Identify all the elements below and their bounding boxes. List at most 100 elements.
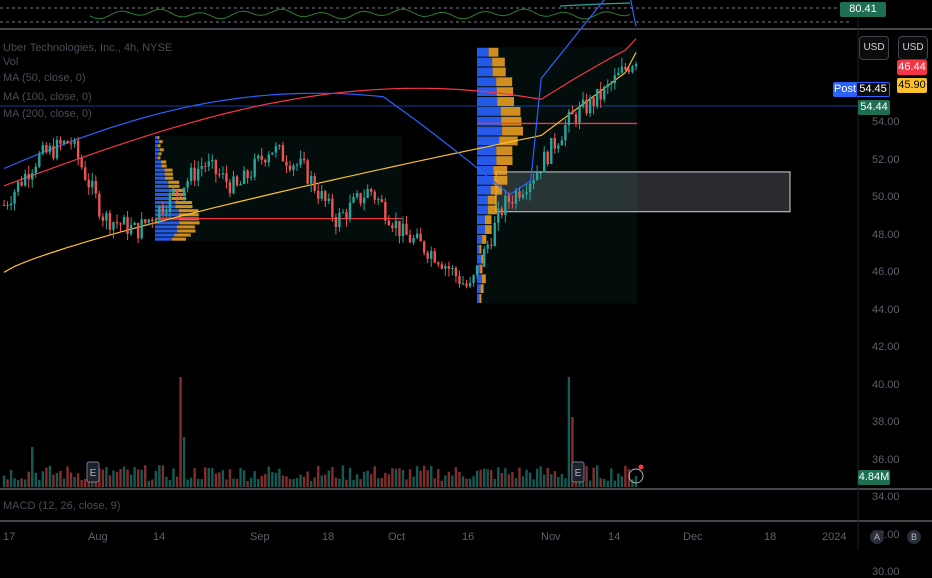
volume-bar [13,478,16,487]
candle-body [76,140,80,159]
volume-bar [73,477,76,487]
volume-bar [631,479,634,487]
volume-bar [620,476,624,487]
log-scale-button[interactable]: B [907,530,921,544]
volume-bar [76,473,80,487]
candle-body [232,176,235,194]
candle-body [246,170,249,179]
candle-body [468,282,472,287]
volume-profile-bar [155,221,180,225]
candle-body [599,89,602,100]
candle-body [327,198,331,201]
volume-profile-bar [480,264,483,274]
auto-scale-button[interactable]: A [870,530,884,544]
candle-body [80,158,83,168]
x-tick-label: 14 [608,531,621,543]
volume-profile-bar [492,67,506,77]
volume-bar [119,468,122,487]
candle-body [168,193,172,212]
x-tick-label: 17 [3,531,16,543]
volume-bar [592,467,595,487]
volume-bar [112,470,115,487]
candle-body [94,180,97,194]
volume-profile-bar [502,126,523,136]
volume-profile-bar [164,172,173,176]
y-tick-label: 50.00 [872,191,900,203]
volume-bar [115,471,119,487]
candle-body [631,66,634,73]
volume-bar [553,471,556,487]
candle-body [200,166,203,169]
candle-body [507,195,511,203]
volume-profile-bar [155,172,165,176]
candle-body [299,158,302,165]
volume-profile-bar [174,233,191,237]
volume-bar [9,470,13,487]
volume-profile-bar [487,195,497,205]
candle-body [225,173,228,183]
candle-body [144,219,147,223]
volume-bar [6,479,9,487]
candle-body [634,63,638,67]
volume-bar [500,472,504,487]
volume-profile-bar [496,87,514,97]
volume-bar [613,480,617,487]
volume-profile-bar [155,225,177,229]
volume-profile-bar [481,254,485,264]
vol-legend: Vol [3,56,19,68]
currency-button-left[interactable]: USD [859,36,889,60]
volume-bar [218,472,221,487]
volume-bar [359,479,362,487]
candle-body [352,196,355,203]
candle-body [115,222,119,224]
volume-profile-bar [493,166,508,175]
volume-profile-bar [164,176,174,180]
candle-body [430,251,433,259]
volume-bar [366,470,369,487]
volume-bar [532,479,535,487]
volume-profile-bar [155,156,158,160]
volume-bar [59,470,62,487]
rsi-line-high [559,2,631,7]
ma50-legend: MA (50, close, 0) [3,72,86,84]
volume-profile-bar [161,160,167,164]
volume-bar [52,474,55,487]
candle-body [454,268,458,277]
volume-bar [239,467,242,487]
candle-body [55,139,59,159]
currency-button-right[interactable]: USD [898,36,928,60]
volume-bar [302,476,306,487]
volume-bar [557,476,560,487]
candle-body [235,176,239,186]
volume-bar [387,474,391,487]
volume-bar [525,469,528,487]
volume-profile-bar [155,168,165,172]
volume-bar [260,476,263,487]
volume-bar [355,474,359,487]
candle-body [391,225,394,229]
volume-profile-bar [158,152,162,156]
volume-bar [461,476,465,487]
candle-body [398,220,401,237]
volume-bar [401,469,405,487]
last-price-label: 54.44 [858,100,890,115]
candle-body [211,159,214,162]
volume-bar [186,479,189,487]
candle-body [500,208,504,215]
volume-bar [490,469,493,487]
earnings-letter: E [90,468,97,479]
candle-body [175,190,179,194]
volume-bar [66,466,69,487]
volume-profile-bar [477,156,497,166]
volume-bar [264,474,267,487]
candle-body [422,241,426,253]
volume-bar [309,480,313,487]
volume-bar [560,473,564,487]
volume-profile-bar [175,205,193,209]
volume-bar [550,474,553,487]
candle-body [6,205,9,207]
volume-profile-bar [155,192,172,196]
candle-body [285,161,288,166]
candle-body [461,283,465,285]
